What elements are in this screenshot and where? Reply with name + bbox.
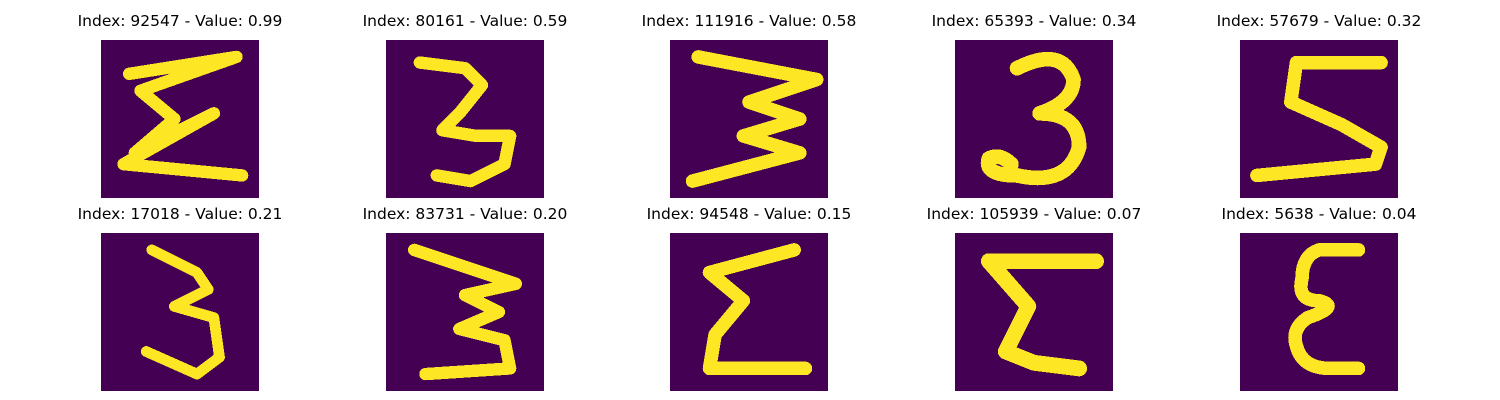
sample-title: Index: 111916 - Value: 0.58 <box>641 12 857 30</box>
digit-image <box>386 40 544 198</box>
digit-image <box>670 233 828 391</box>
digit-image <box>1240 40 1398 198</box>
sample-title: Index: 105939 - Value: 0.07 <box>926 205 1142 223</box>
digit-image <box>101 233 259 391</box>
digit-image <box>955 40 1113 198</box>
sample-cell: Index: 57679 - Value: 0.32 <box>1199 8 1439 198</box>
sample-title: Index: 65393 - Value: 0.34 <box>931 12 1137 30</box>
sample-cell: Index: 94548 - Value: 0.15 <box>629 201 869 391</box>
sample-cell: Index: 92547 - Value: 0.99 <box>60 8 300 198</box>
sample-cell: Index: 65393 - Value: 0.34 <box>914 8 1154 198</box>
digit-image <box>1240 233 1398 391</box>
sample-cell: Index: 83731 - Value: 0.20 <box>345 201 585 391</box>
sample-cell: Index: 105939 - Value: 0.07 <box>914 201 1154 391</box>
sample-cell: Index: 80161 - Value: 0.59 <box>345 8 585 198</box>
sample-title: Index: 92547 - Value: 0.99 <box>77 12 283 30</box>
sample-title: Index: 83731 - Value: 0.20 <box>362 205 568 223</box>
sample-title: Index: 94548 - Value: 0.15 <box>646 205 852 223</box>
sample-title: Index: 5638 - Value: 0.04 <box>1221 205 1417 223</box>
digit-image <box>101 40 259 198</box>
digit-image <box>386 233 544 391</box>
digit-image <box>955 233 1113 391</box>
sample-cell: Index: 5638 - Value: 0.04 <box>1199 201 1439 391</box>
sample-title: Index: 80161 - Value: 0.59 <box>362 12 568 30</box>
sample-cell: Index: 111916 - Value: 0.58 <box>629 8 869 198</box>
sample-cell: Index: 17018 - Value: 0.21 <box>60 201 300 391</box>
sample-title: Index: 17018 - Value: 0.21 <box>77 205 283 223</box>
digit-image <box>670 40 828 198</box>
sample-title: Index: 57679 - Value: 0.32 <box>1216 12 1422 30</box>
